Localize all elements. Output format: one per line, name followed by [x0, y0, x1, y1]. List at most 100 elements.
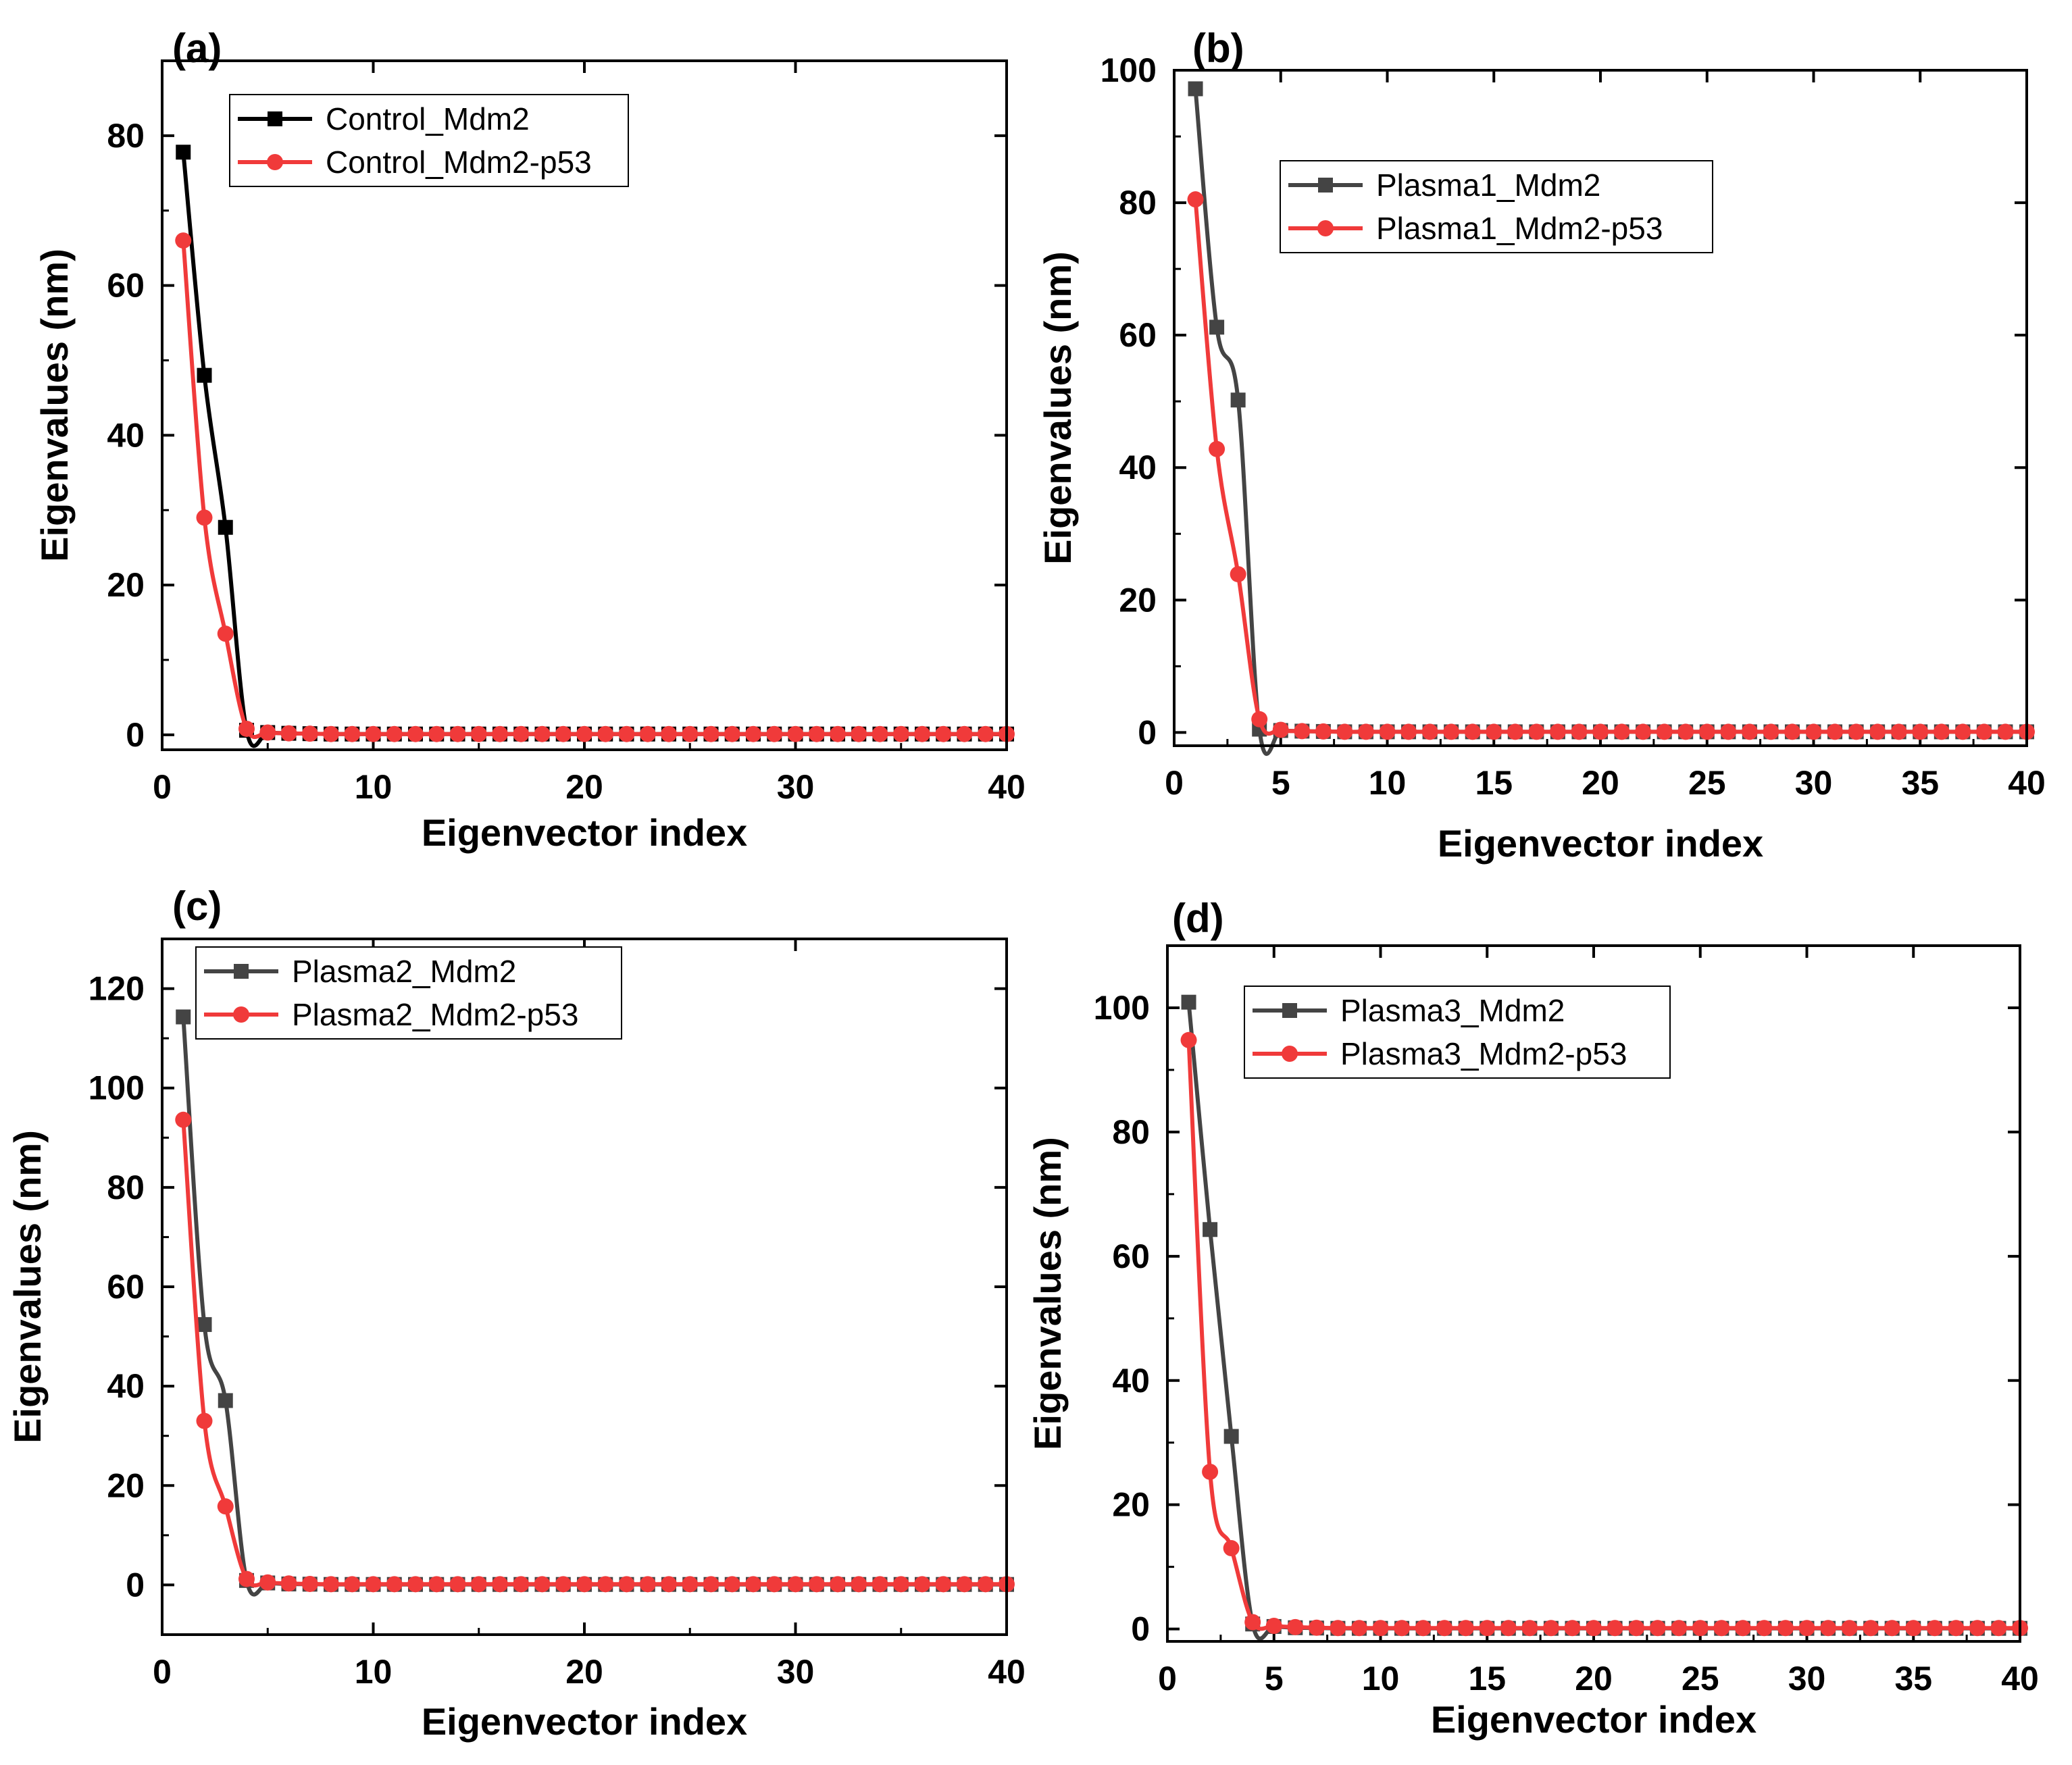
- series-line: [181, 152, 1007, 748]
- circle-marker: [175, 1111, 192, 1128]
- series-line: [181, 1017, 1007, 1597]
- circle-marker: [344, 1576, 361, 1593]
- circle-marker: [1500, 1620, 1517, 1637]
- circle-marker: [724, 1576, 740, 1593]
- circle-marker: [914, 725, 930, 742]
- circle-marker: [1244, 1614, 1261, 1631]
- circle-marker: [661, 725, 677, 742]
- circle-marker: [597, 725, 614, 742]
- square-marker: [176, 1009, 191, 1025]
- circle-marker: [1671, 1620, 1688, 1637]
- circle-marker: [1251, 711, 1268, 727]
- circle-marker: [1912, 723, 1929, 740]
- circle-marker: [365, 725, 382, 742]
- series-line: [1186, 1040, 2020, 1631]
- y-tick-label: 40: [107, 1367, 145, 1405]
- circle-marker: [639, 1576, 656, 1593]
- y-tick-label: 100: [89, 1069, 145, 1107]
- series-line: [181, 240, 1007, 740]
- circle-marker: [1202, 1463, 1219, 1480]
- circle-marker: [1841, 1620, 1858, 1637]
- legend-label: Plasma2_Mdm2-p53: [292, 997, 578, 1032]
- legend-box: [229, 94, 629, 187]
- circle-marker: [555, 1576, 572, 1593]
- series-line: [1186, 1002, 2021, 1641]
- x-tick-label: 0: [153, 1653, 172, 1691]
- legend-circle-marker: [233, 1006, 249, 1023]
- circle-marker: [1564, 1620, 1581, 1637]
- circle-marker: [1457, 1620, 1474, 1637]
- x-tick-label: 20: [565, 1653, 603, 1691]
- x-axis-title: Eigenvector index: [1438, 822, 1763, 865]
- circle-marker: [513, 1576, 530, 1593]
- legend-square-marker: [234, 964, 249, 979]
- circle-marker: [196, 1412, 213, 1429]
- x-tick-label: 20: [1575, 1660, 1613, 1697]
- circle-marker: [1884, 1620, 1900, 1637]
- circle-marker: [1330, 1620, 1346, 1637]
- y-tick-label: 80: [1112, 1113, 1150, 1151]
- chart-panel-c: (c) 0 10 20 30 40 0 20 40 60 80 100 120 Eigenvector i…: [6, 884, 1026, 1743]
- x-tick-label: 40: [988, 1653, 1026, 1691]
- x-tick-label: 0: [153, 768, 172, 806]
- circle-marker: [1415, 1620, 1432, 1637]
- x-tick-label: 0: [1158, 1660, 1177, 1697]
- circle-marker: [217, 625, 234, 642]
- circle-marker: [703, 725, 719, 742]
- circle-marker: [1990, 1620, 2007, 1637]
- circle-marker: [830, 725, 846, 742]
- x-tick-label: 10: [1362, 1660, 1400, 1697]
- circle-marker: [492, 725, 508, 742]
- circle-marker: [1230, 566, 1246, 583]
- circle-marker: [1756, 1620, 1773, 1637]
- circle-marker: [1336, 723, 1353, 740]
- circle-marker: [1692, 1620, 1709, 1637]
- circle-marker: [1486, 723, 1502, 740]
- plot-frame: [161, 59, 1008, 751]
- circle-marker: [871, 1576, 888, 1593]
- y-tick-label: 60: [107, 1268, 145, 1306]
- x-tick-label: 25: [1688, 764, 1726, 802]
- circle-marker: [703, 1576, 719, 1593]
- legend: Plasma2_Mdm2 Plasma2_Mdm2-p53: [195, 946, 622, 1040]
- circle-marker: [238, 720, 255, 737]
- x-tick-label: 25: [1682, 1660, 1719, 1697]
- circle-marker: [1315, 723, 1332, 740]
- legend: Plasma3_Mdm2 Plasma3_Mdm2-p53: [1244, 986, 1671, 1079]
- square-marker: [197, 367, 212, 383]
- circle-marker: [1272, 721, 1289, 738]
- square-marker: [1181, 994, 1196, 1010]
- circle-marker: [597, 1576, 614, 1593]
- circle-marker: [386, 725, 403, 742]
- circle-marker: [1926, 1620, 1943, 1637]
- y-tick-label: 0: [126, 1566, 145, 1604]
- series-line: [1193, 199, 2027, 736]
- circle-marker: [1436, 1620, 1453, 1637]
- x-tick-label: 30: [1788, 1660, 1826, 1697]
- circle-marker: [1863, 1620, 1879, 1637]
- x-tick-label: 35: [1901, 764, 1939, 802]
- series-control-mdm2: [176, 145, 1014, 748]
- circle-marker: [1848, 723, 1865, 740]
- circle-marker: [1784, 723, 1800, 740]
- circle-marker: [1734, 1620, 1751, 1637]
- legend-square-marker: [1282, 1003, 1297, 1018]
- square-marker: [1230, 392, 1246, 408]
- circle-marker: [428, 725, 445, 742]
- circle-marker: [1656, 723, 1673, 740]
- circle-marker: [1607, 1620, 1623, 1637]
- x-tick-label: 0: [1165, 764, 1184, 802]
- y-axis-title: Eigenvalues (nm): [1026, 1137, 1069, 1450]
- y-tick-label: 20: [1112, 1486, 1150, 1524]
- x-tick-label: 30: [777, 1653, 815, 1691]
- series-plasma2-mdm2-p53: [175, 1111, 1015, 1593]
- circle-marker: [766, 1576, 783, 1593]
- square-marker: [218, 1393, 233, 1408]
- circle-marker: [1948, 1620, 1965, 1637]
- circle-marker: [1187, 191, 1204, 208]
- x-tick-label: 10: [1369, 764, 1407, 802]
- circle-marker: [1713, 1620, 1730, 1637]
- x-tick-label: 10: [355, 768, 393, 806]
- x-tick-label: 40: [988, 768, 1026, 806]
- legend-square-marker: [1318, 178, 1333, 193]
